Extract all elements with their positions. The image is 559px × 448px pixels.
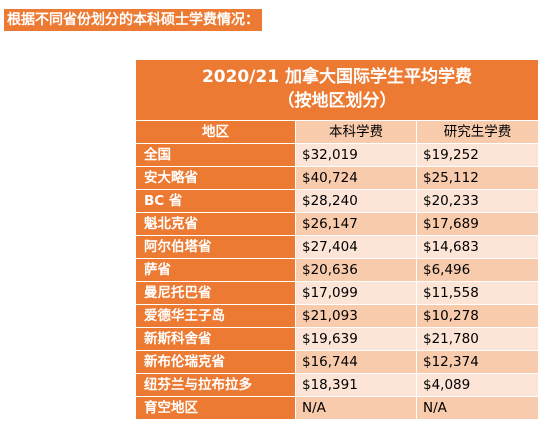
undergrad-fee-cell: $32,019 — [296, 144, 417, 166]
tuition-table: 2020/21 加拿大国际学生平均学费 （按地区划分） 地区 本科学费 研究生学… — [136, 60, 538, 420]
undergrad-fee-cell: N/A — [296, 397, 417, 419]
grad-fee-cell: $11,558 — [417, 282, 538, 304]
undergrad-fee-cell: $27,404 — [296, 236, 417, 258]
region-cell: 萨省 — [136, 259, 296, 281]
table-row: 纽芬兰与拉布拉多 $18,391 $4,089 — [136, 374, 538, 397]
table-row: 安大略省 $40,724 $25,112 — [136, 167, 538, 190]
grad-fee-cell: N/A — [417, 397, 538, 419]
undergrad-fee-cell: $26,147 — [296, 213, 417, 235]
table-row: 萨省 $20,636 $6,496 — [136, 259, 538, 282]
grad-fee-cell: $17,689 — [417, 213, 538, 235]
table-row: 魁北克省 $26,147 $17,689 — [136, 213, 538, 236]
region-cell: 新布伦瑞克省 — [136, 351, 296, 373]
region-cell: 新斯科舍省 — [136, 328, 296, 350]
region-cell: 安大略省 — [136, 167, 296, 189]
undergrad-fee-cell: $18,391 — [296, 374, 417, 396]
undergrad-fee-cell: $16,744 — [296, 351, 417, 373]
region-cell: 育空地区 — [136, 397, 296, 419]
grad-fee-cell: $25,112 — [417, 167, 538, 189]
table-header-row: 地区 本科学费 研究生学费 — [136, 121, 538, 144]
grad-fee-cell: $10,278 — [417, 305, 538, 327]
grad-fee-cell: $20,233 — [417, 190, 538, 212]
table-row: 新布伦瑞克省 $16,744 $12,374 — [136, 351, 538, 374]
grad-fee-cell: $4,089 — [417, 374, 538, 396]
table-title-line1: 2020/21 加拿大国际学生平均学费 — [201, 67, 473, 87]
table-row: 爱德华王子岛 $21,093 $10,278 — [136, 305, 538, 328]
grad-fee-cell: $6,496 — [417, 259, 538, 281]
grad-fee-cell: $12,374 — [417, 351, 538, 373]
undergrad-fee-cell: $19,639 — [296, 328, 417, 350]
region-cell: 爱德华王子岛 — [136, 305, 296, 327]
region-cell: 全国 — [136, 144, 296, 166]
region-cell: 曼尼托巴省 — [136, 282, 296, 304]
table-title-line2: （按地区划分） — [277, 91, 397, 111]
table-row: 阿尔伯塔省 $27,404 $14,683 — [136, 236, 538, 259]
region-cell: 魁北克省 — [136, 213, 296, 235]
table-row: 新斯科舍省 $19,639 $21,780 — [136, 328, 538, 351]
undergrad-fee-cell: $17,099 — [296, 282, 417, 304]
table-row: 全国 $32,019 $19,252 — [136, 144, 538, 167]
table-title: 2020/21 加拿大国际学生平均学费 （按地区划分） — [136, 60, 538, 121]
undergrad-fee-cell: $20,636 — [296, 259, 417, 281]
region-cell: 阿尔伯塔省 — [136, 236, 296, 258]
section-heading: 根据不同省份划分的本科硕士学费情况： — [4, 9, 262, 31]
undergrad-fee-cell: $21,093 — [296, 305, 417, 327]
table-row: 育空地区 N/A N/A — [136, 397, 538, 420]
region-cell: BC 省 — [136, 190, 296, 212]
header-undergrad: 本科学费 — [296, 121, 417, 143]
header-grad: 研究生学费 — [417, 121, 538, 143]
table-row: BC 省 $28,240 $20,233 — [136, 190, 538, 213]
region-cell: 纽芬兰与拉布拉多 — [136, 374, 296, 396]
grad-fee-cell: $14,683 — [417, 236, 538, 258]
grad-fee-cell: $19,252 — [417, 144, 538, 166]
grad-fee-cell: $21,780 — [417, 328, 538, 350]
undergrad-fee-cell: $28,240 — [296, 190, 417, 212]
undergrad-fee-cell: $40,724 — [296, 167, 417, 189]
header-region: 地区 — [136, 121, 296, 143]
table-row: 曼尼托巴省 $17,099 $11,558 — [136, 282, 538, 305]
